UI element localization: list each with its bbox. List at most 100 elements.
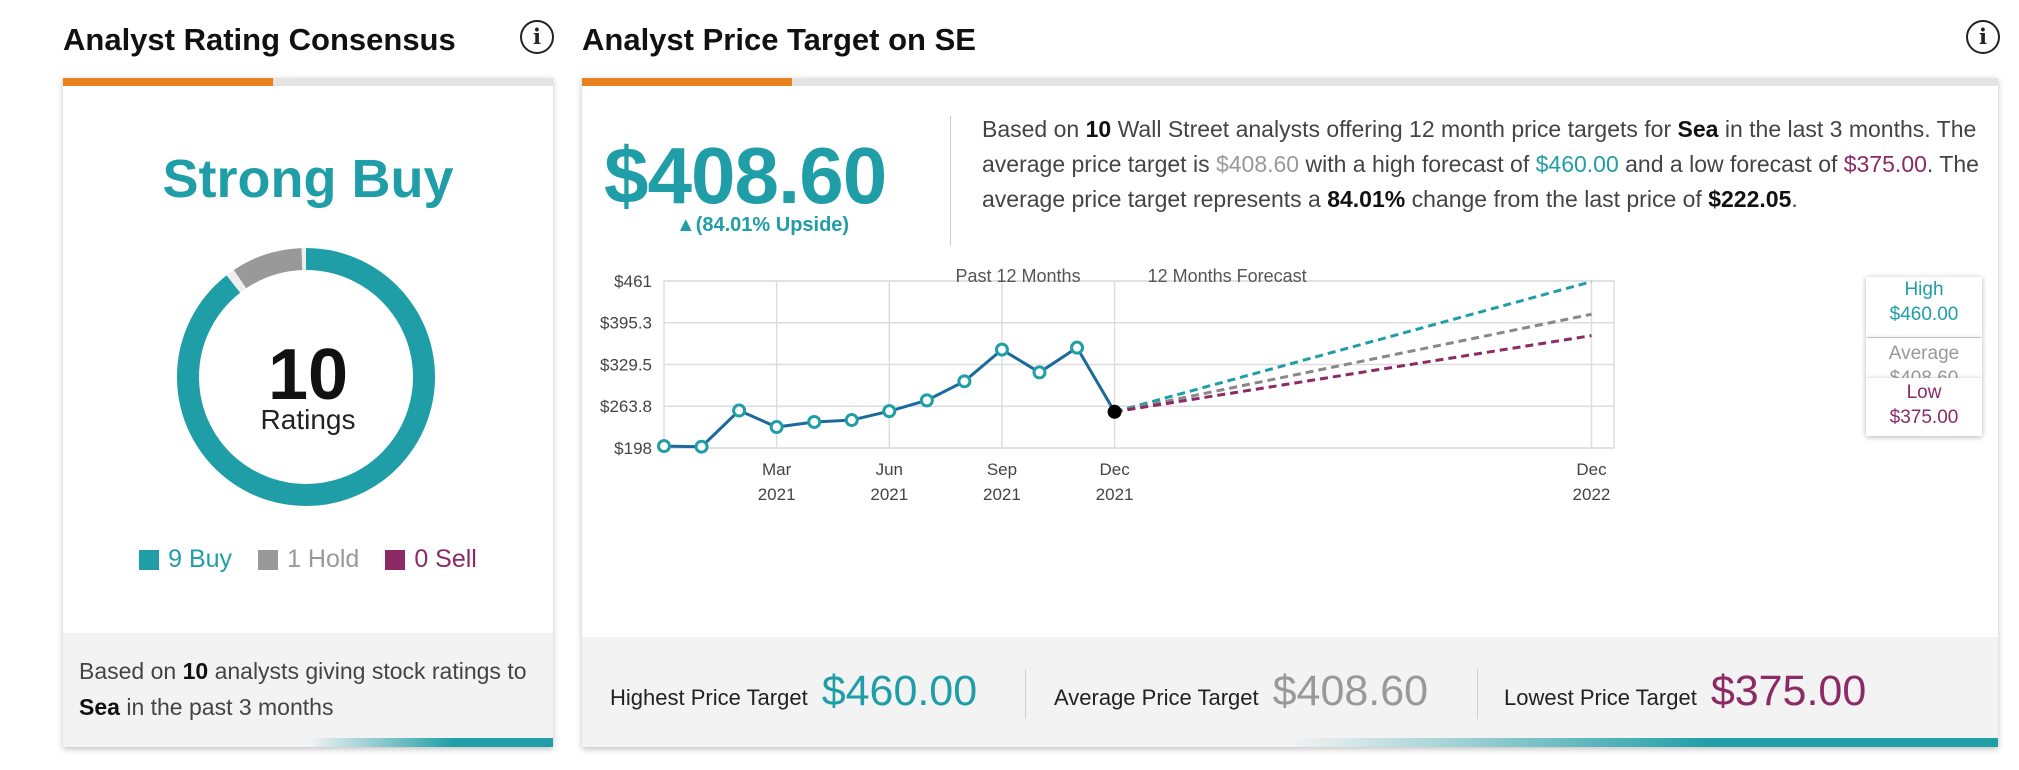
y-tick-label: $395.3 (600, 314, 652, 333)
donut-segment-buy (177, 248, 435, 506)
legend-sell: 0 Sell (385, 545, 477, 574)
rating-info-icon[interactable]: i (520, 20, 554, 54)
period-label-past: Past 12 Months (956, 266, 1081, 286)
stat-average-label: Average Price Target (1054, 685, 1259, 710)
period-label-forecast: 12 Months Forecast (1148, 266, 1307, 286)
stat-average-value: $408.60 (1272, 667, 1429, 715)
forecast-line-low (1114, 334, 1592, 414)
header-divider (950, 116, 951, 246)
rating-footnote: Based on 10 analysts giving stock rating… (63, 633, 553, 747)
x-tick-year: 2021 (983, 485, 1021, 504)
stat-divider (1025, 669, 1026, 719)
consensus-label: Strong Buy (162, 149, 454, 209)
upside-indicator: ▲(84.01% Upside) (675, 214, 850, 236)
x-tick-year: 2021 (758, 485, 796, 504)
donut-segment-hold (233, 248, 303, 289)
price-point (732, 403, 747, 418)
price-target-title: Analyst Price Target on SE (582, 22, 976, 57)
tooltip-low-label: Low (1906, 382, 1942, 403)
stat-highest: Highest Price Target $460.00 (610, 667, 977, 716)
x-tick-month: Mar (762, 460, 792, 479)
rating-consensus-card: Strong Buy 10 Ratings 9 Buy 1 Hold 0 Sel… (63, 78, 553, 747)
foot-text: analysts giving stock ratings to (208, 658, 527, 684)
price-point (957, 374, 972, 389)
summary-analysts: 10 (1085, 116, 1112, 142)
summary-text: and a low forecast of (1618, 151, 1844, 177)
x-tick-year: 2022 (1573, 485, 1611, 504)
tooltip-high-value: $460.00 (1889, 304, 1959, 325)
x-tick-month: Jun (876, 460, 903, 479)
y-tick-label: $461 (614, 272, 652, 291)
legend-hold-text: 1 Hold (287, 545, 360, 573)
y-tick-label: $263.8 (600, 397, 652, 416)
foot-count: 10 (182, 658, 209, 684)
y-tick-label: $329.5 (600, 356, 652, 375)
price-point (807, 414, 822, 429)
summary-text: . The average price target represents a (982, 151, 1979, 212)
y-tick-label: $198 (614, 439, 652, 458)
stat-average: Average Price Target $408.60 (1054, 667, 1428, 716)
stat-lowest-value: $375.00 (1710, 667, 1867, 715)
price-point (882, 404, 897, 419)
last-price-point (1107, 404, 1122, 419)
ratings-label: Ratings (260, 404, 356, 435)
price-target-summary: Based on 10 Wall Street analysts offerin… (982, 112, 1982, 217)
total-ratings-count: 10 (267, 335, 349, 415)
summary-company: Sea (1677, 116, 1719, 142)
rating-foot-bar (63, 738, 553, 747)
price-point (657, 439, 671, 454)
summary-high: $460.00 (1535, 151, 1619, 177)
price-point (694, 439, 709, 454)
buy-swatch (139, 549, 160, 570)
tooltip-low: Low $375.00 (1866, 378, 1982, 436)
foot-text: Based on (79, 658, 183, 684)
summary-last-price: $222.05 (1708, 186, 1792, 212)
x-tick-month: Dec (1576, 460, 1607, 479)
summary-pct: 84.01% (1327, 186, 1406, 212)
forecast-line-average (1114, 312, 1592, 414)
price-target-chart: $461 $395.3 $329.5 $263.8 $198 Mar 2021 Jun 2021… (600, 266, 1615, 504)
x-tick-month: Sep (987, 460, 1017, 479)
tooltip-high: High $460.00 (1866, 277, 1982, 337)
tooltip-average-label: Average (1888, 343, 1960, 364)
price-point (994, 342, 1009, 357)
summary-text: in the last 3 months. The average price … (982, 116, 1977, 177)
stat-highest-value: $460.00 (821, 667, 978, 715)
price-point (1032, 365, 1047, 380)
price-point (769, 420, 784, 435)
price-point (1070, 340, 1085, 355)
price-target-stats: Highest Price Target $460.00 Average Pri… (582, 637, 1998, 747)
legend-buy: 9 Buy (139, 545, 232, 574)
legend-buy-text: 9 Buy (168, 545, 233, 573)
price-target-card: $408.60 ▲(84.01% Upside) Based on 10 Wal… (582, 78, 1998, 747)
forecast-line-high (1114, 280, 1592, 414)
summary-text: Based on (982, 116, 1086, 142)
summary-text: with a high forecast of (1299, 151, 1536, 177)
summary-text: Wall Street analysts offering 12 month p… (1111, 116, 1678, 142)
summary-avg: $408.60 (1215, 151, 1300, 177)
ratings-legend: 9 Buy 1 Hold 0 Sell (63, 545, 553, 574)
price-target-info-icon[interactable]: i (1966, 20, 2000, 54)
stats-foot-bar (582, 738, 1998, 747)
average-price-target: $408.60 (604, 131, 887, 220)
tooltip-average-value: $408.60 (1866, 366, 1982, 378)
tooltip-average: Average $408.60 (1866, 338, 1982, 378)
summary-text: change from the last price of (1405, 186, 1709, 212)
target-card-accent (582, 78, 792, 86)
tooltip-low-value: $375.00 (1889, 407, 1959, 428)
x-tick-year: 2021 (1096, 485, 1134, 504)
x-tick-year: 2021 (870, 485, 908, 504)
tooltip-high-label: High (1904, 279, 1944, 300)
sell-swatch (385, 549, 406, 570)
foot-text: in the past 3 months (119, 694, 334, 720)
rating-consensus-title: Analyst Rating Consensus (63, 22, 456, 57)
stat-lowest-label: Lowest Price Target (1504, 685, 1697, 710)
stat-lowest: Lowest Price Target $375.00 (1504, 667, 1866, 716)
legend-sell-text: 0 Sell (414, 545, 477, 573)
summary-text: . (1791, 186, 1798, 212)
price-point (844, 413, 859, 428)
summary-low: $375.00 (1843, 151, 1927, 177)
price-point (919, 393, 934, 408)
foot-company[interactable]: Sea (79, 694, 120, 720)
x-tick-month: Dec (1099, 460, 1130, 479)
